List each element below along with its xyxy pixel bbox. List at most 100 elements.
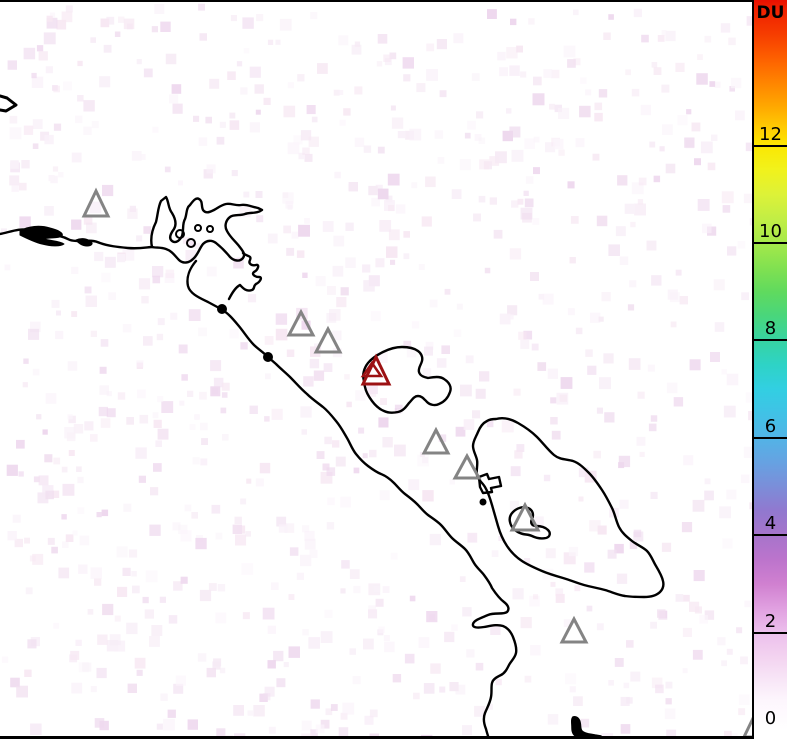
so2-noise-pixel xyxy=(373,585,381,593)
so2-noise-pixel xyxy=(633,531,644,542)
so2-noise-pixel xyxy=(71,152,82,163)
so2-noise-pixel xyxy=(345,222,354,231)
so2-noise-pixel xyxy=(7,531,17,541)
so2-noise-pixel xyxy=(689,359,701,371)
so2-noise-pixel xyxy=(684,137,695,148)
so2-noise-pixel xyxy=(508,314,514,320)
so2-noise-pixel xyxy=(122,324,132,333)
so2-noise-pixel xyxy=(628,358,641,370)
so2-noise-pixel xyxy=(362,453,368,459)
so2-noise-pixel xyxy=(580,77,587,84)
so2-noise-pixel xyxy=(453,33,464,44)
so2-noise-pixel xyxy=(123,18,135,30)
so2-noise-pixel xyxy=(429,299,438,308)
so2-noise-pixel xyxy=(99,366,107,374)
so2-noise-pixel xyxy=(100,418,111,428)
bay-islet xyxy=(175,229,185,239)
so2-noise-pixel xyxy=(255,478,264,487)
so2-noise-pixel xyxy=(434,130,444,139)
so2-noise-pixel xyxy=(451,189,462,199)
so2-noise-pixel xyxy=(383,635,390,641)
so2-noise-pixel xyxy=(665,30,676,42)
so2-noise-pixel xyxy=(594,112,603,122)
so2-noise-pixel xyxy=(310,12,318,20)
so2-noise-pixel xyxy=(67,414,73,420)
so2-noise-pixel xyxy=(455,684,466,695)
so2-noise-pixel xyxy=(233,705,244,716)
so2-noise-pixel xyxy=(287,204,293,210)
so2-noise-pixel xyxy=(332,440,340,448)
so2-noise-pixel xyxy=(524,198,534,208)
so2-noise-pixel xyxy=(542,293,554,305)
so2-noise-pixel xyxy=(136,669,143,676)
so2-noise-pixel xyxy=(324,609,333,618)
so2-noise-pixel xyxy=(83,126,92,135)
so2-noise-pixel xyxy=(413,692,420,700)
so2-noise-pixel xyxy=(697,199,710,211)
so2-noise-pixel xyxy=(134,657,146,669)
so2-noise-pixel xyxy=(79,535,90,546)
so2-noise-pixel xyxy=(157,396,164,403)
so2-noise-pixel xyxy=(70,650,80,660)
so2-noise-pixel xyxy=(516,444,525,452)
so2-noise-pixel xyxy=(126,417,134,425)
so2-noise-pixel xyxy=(10,160,19,169)
so2-noise-pixel xyxy=(182,237,190,244)
so2-noise-pixel xyxy=(344,374,350,380)
so2-noise-pixel xyxy=(340,287,349,296)
so2-noise-pixel xyxy=(647,364,655,372)
so2-noise-pixel xyxy=(683,594,690,602)
so2-noise-pixel xyxy=(304,538,316,550)
so2-noise-pixel xyxy=(114,640,126,652)
colorbar-tick-label: 10 xyxy=(759,221,782,242)
so2-noise-pixel xyxy=(493,229,503,239)
so2-noise-pixel xyxy=(275,39,281,45)
so2-noise-pixel xyxy=(205,116,212,124)
so2-noise-pixel xyxy=(722,538,733,549)
so2-noise-pixel xyxy=(181,374,188,381)
so2-noise-pixel xyxy=(738,694,750,705)
so2-noise-pixel xyxy=(379,490,390,501)
so2-noise-pixel xyxy=(65,5,73,13)
so2-noise-pixel xyxy=(631,88,640,97)
so2-noise-pixel xyxy=(553,138,564,150)
so2-noise-pixel xyxy=(329,309,341,321)
so2-noise-pixel xyxy=(234,516,242,525)
so2-noise-pixel xyxy=(354,86,363,95)
so2-noise-pixel xyxy=(268,726,276,734)
so2-noise-pixel xyxy=(94,578,102,586)
so2-noise-pixel xyxy=(320,631,333,643)
so2-noise-pixel xyxy=(551,430,561,440)
so2-noise-pixel xyxy=(587,365,597,375)
so2-noise-pixel xyxy=(334,171,341,179)
so2-noise-pixel xyxy=(215,532,223,540)
so2-noise-pixel xyxy=(639,451,645,457)
so2-noise-pixel xyxy=(75,639,82,646)
so2-noise-pixel xyxy=(696,73,708,85)
so2-noise-pixel xyxy=(302,147,310,155)
so2-noise-pixel xyxy=(499,313,511,325)
so2-noise-pixel xyxy=(640,104,651,116)
so2-noise-pixel xyxy=(98,406,108,417)
so2-noise-pixel xyxy=(156,333,164,341)
so2-noise-pixel xyxy=(322,221,334,232)
so2-noise-pixel xyxy=(47,537,55,545)
so2-noise-pixel xyxy=(49,12,56,18)
so2-noise-pixel xyxy=(333,89,340,96)
so2-noise-pixel xyxy=(233,257,244,269)
so2-noise-pixel xyxy=(525,176,534,184)
so2-noise-pixel xyxy=(106,391,112,397)
so2-noise-pixel xyxy=(171,84,182,94)
so2-noise-pixel xyxy=(726,489,737,500)
so2-noise-pixel xyxy=(462,725,472,736)
so2-noise-pixel xyxy=(603,32,611,40)
colorbar-tick-line xyxy=(754,144,787,147)
so2-noise-pixel xyxy=(11,184,19,192)
so2-noise-pixel xyxy=(242,17,254,29)
so2-noise-pixel xyxy=(249,66,261,78)
so2-noise-pixel xyxy=(90,434,98,442)
so2-noise-pixel xyxy=(711,134,718,141)
so2-noise-pixel xyxy=(547,368,558,379)
so2-noise-pixel xyxy=(376,61,383,67)
so2-noise-pixel xyxy=(245,531,251,537)
